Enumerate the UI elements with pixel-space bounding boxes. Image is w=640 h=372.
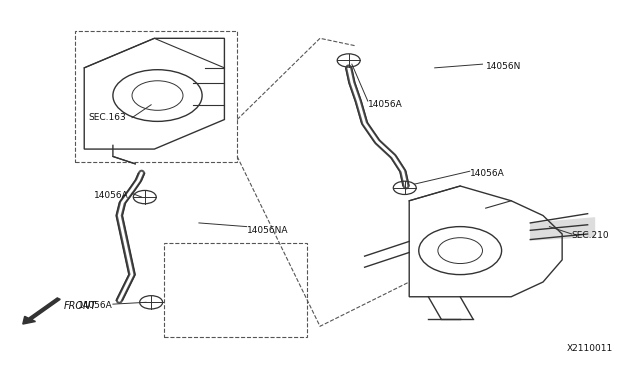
Text: X2110011: X2110011 — [567, 344, 613, 353]
Text: 14056NA: 14056NA — [246, 226, 288, 235]
Bar — [164, 243, 307, 337]
Text: SEC.163: SEC.163 — [88, 113, 125, 122]
Text: 14056A: 14056A — [94, 191, 129, 200]
FancyArrow shape — [23, 298, 60, 324]
Text: 14056A: 14056A — [470, 169, 504, 177]
Text: 14056A: 14056A — [368, 100, 403, 109]
Text: FRONT: FRONT — [64, 301, 97, 311]
Text: 14056N: 14056N — [486, 61, 521, 71]
Text: SEC.210: SEC.210 — [572, 231, 609, 240]
Text: 14056A: 14056A — [78, 301, 113, 311]
Bar — [75, 31, 237, 162]
